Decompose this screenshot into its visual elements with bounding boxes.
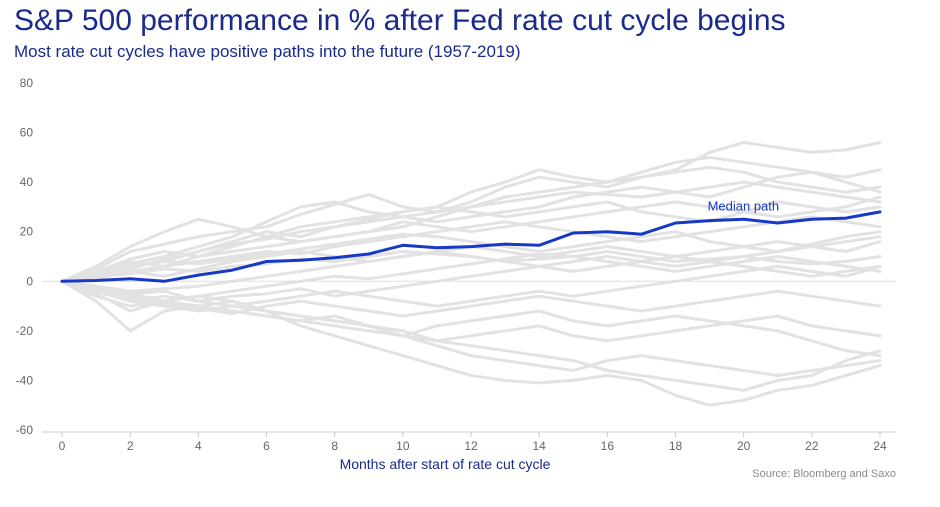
cycle-line-12	[60, 250, 882, 293]
x-tick-label: 12	[464, 439, 478, 453]
x-tick-label: 18	[669, 439, 683, 453]
x-tick-label: 8	[331, 439, 338, 453]
x-axis-ticks: 0 2 4 6 8 10 12 14 16 18 20 22 24	[59, 432, 887, 453]
x-tick-label: 6	[263, 439, 270, 453]
y-tick-label: 20	[20, 225, 34, 239]
y-axis-ticks: 80 60 40 20 0 -20 -40 -60	[16, 76, 34, 437]
source-note: Source: Bloomberg and Saxo	[752, 468, 896, 480]
x-tick-label: 16	[601, 439, 615, 453]
median-path-annotation: Median path	[708, 198, 780, 213]
x-tick-label: 22	[805, 439, 819, 453]
cycle-line-7	[60, 200, 882, 283]
y-tick-label: 0	[26, 274, 33, 288]
cycle-line-16	[60, 279, 882, 318]
x-tick-label: 20	[737, 439, 751, 453]
x-tick-label: 10	[396, 439, 410, 453]
cycle-line-4	[60, 170, 882, 283]
median-group	[60, 210, 882, 283]
cycle-line-21	[60, 279, 882, 407]
cycle-line-20	[60, 279, 882, 392]
y-tick-label: 40	[20, 175, 34, 189]
median-line	[60, 210, 882, 283]
x-tick-label: 14	[532, 439, 546, 453]
cycle-line-1	[60, 141, 882, 283]
cycle-line-15	[60, 264, 882, 313]
chart-subtitle: Most rate cut cycles have positive paths…	[14, 42, 521, 61]
x-tick-label: 4	[195, 439, 202, 453]
y-tick-label: -60	[16, 423, 34, 437]
y-tick-label: 60	[20, 126, 34, 140]
x-axis-label: Months after start of rate cut cycle	[340, 456, 551, 472]
y-tick-label: -20	[16, 324, 34, 338]
chart-title: S&P 500 performance in % after Fed rate …	[14, 4, 786, 37]
cycle-lines-group	[60, 141, 882, 407]
x-tick-label: 24	[873, 439, 887, 453]
y-tick-label: -40	[16, 373, 34, 387]
cycle-line-8	[60, 215, 882, 283]
x-tick-label: 2	[127, 439, 134, 453]
y-tick-label: 80	[20, 76, 34, 90]
x-tick-label: 0	[59, 439, 66, 453]
cycle-line-18	[60, 279, 882, 343]
